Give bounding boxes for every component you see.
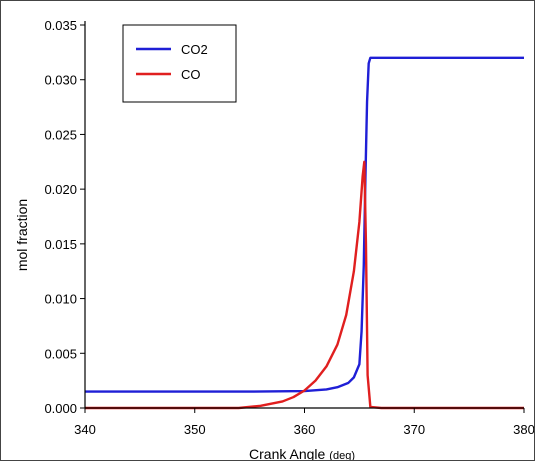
x-tick-label: 360 (294, 422, 316, 437)
y-tick-label: 0.035 (44, 18, 77, 33)
x-tick-label: 370 (403, 422, 425, 437)
legend-label-co2: CO2 (181, 42, 208, 57)
x-axis-title: Crank Angle (deg) (249, 446, 355, 460)
y-tick-label: 0.025 (44, 127, 77, 142)
x-tick-label: 340 (74, 422, 96, 437)
y-tick-label: 0.015 (44, 237, 77, 252)
x-axis-label: Crank Angle (249, 446, 325, 460)
y-tick-label: 0.010 (44, 292, 77, 307)
y-axis-ticks: 0.000 0.005 0.010 0.015 0.020 0.025 0.030 0.035 (44, 18, 85, 416)
y-tick-label: 0.030 (44, 73, 77, 88)
y-tick-label: 0.000 (44, 401, 77, 416)
series-line-co (85, 160, 524, 410)
legend: CO2 CO (122, 24, 237, 103)
x-axis-unit: (deg) (329, 450, 355, 460)
legend-label-co: CO (181, 67, 201, 82)
x-axis-ticks: 340 350 360 370 380 (74, 408, 534, 437)
x-tick-label: 380 (513, 422, 534, 437)
series-lines (85, 56, 524, 410)
y-tick-label: 0.005 (44, 346, 77, 361)
y-axis-title: mol fraction (14, 199, 30, 271)
series-line-co2 (85, 56, 524, 393)
legend-box (122, 24, 237, 103)
y-tick-label: 0.020 (44, 182, 77, 197)
x-tick-label: 350 (184, 422, 206, 437)
